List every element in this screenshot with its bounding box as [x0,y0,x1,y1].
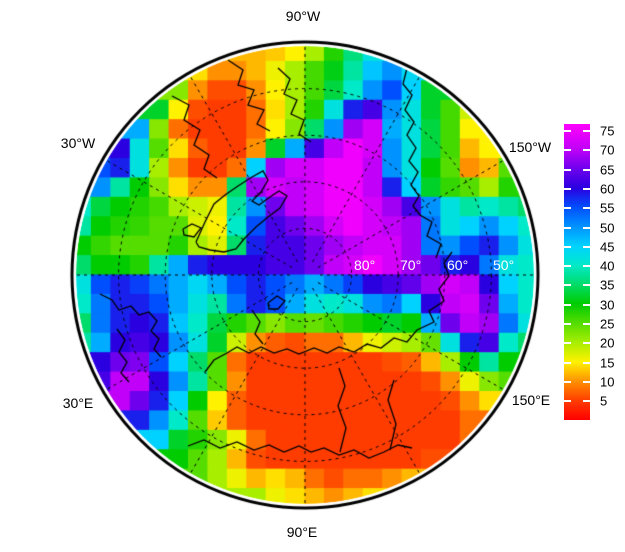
colorbar-tick [564,130,571,132]
colorbar-tick-label: 5 [600,393,608,409]
colorbar-tick-label: 45 [600,239,615,255]
colorbar-tick-label: 70 [600,142,615,158]
colorbar-tick [583,380,590,383]
colorbar-tick [583,303,590,306]
colorbar-tick [564,265,571,268]
colorbar-tick-label: 60 [600,181,615,197]
meridian-label-90e: 90°E [286,524,318,540]
meridian-label-150e: 150°E [511,392,551,408]
meridian-label-30e: 30°E [62,395,94,411]
colorbar-tick-label: 65 [600,162,615,178]
colorbar-tick-label: 30 [600,297,615,313]
colorbar-tick [583,207,590,210]
colorbar-tick [564,380,571,383]
colorbar-tick [564,400,571,403]
colorbar-tick [564,284,571,287]
meridian-label-30w: 30°W [60,135,96,151]
colorbar-tick-label: 35 [600,277,615,293]
colorbar-tick [583,342,590,345]
colorbar-tick [583,168,590,171]
colorbar-tick [564,245,571,248]
colorbar-tick-label: 50 [600,220,615,235]
colorbar-tick-label: 40 [600,258,615,274]
colorbar-tick [583,400,590,403]
latitude-label-70: 70° [400,257,422,273]
meridian-label-90w: 90°W [285,8,321,24]
latitude-label-80: 80° [354,257,376,273]
colorbar-tick [583,149,590,152]
colorbar-tick [564,361,571,364]
latitude-label-50: 50° [493,257,515,273]
colorbar [564,124,590,420]
colorbar-tick [583,323,590,325]
colorbar-tick [564,187,571,190]
colorbar-tick [564,207,571,210]
colorbar-tick-label: 20 [600,335,615,351]
latitude-label-60: 60° [447,257,469,273]
colorbar-tick [564,226,571,229]
colorbar-tick [583,187,590,190]
colorbar-tick [564,323,571,325]
colorbar-tick-label: 10 [600,374,615,390]
colorbar-tick-label: 15 [600,355,615,371]
colorbar-tick [564,303,571,306]
colorbar-tick [564,342,571,345]
colorbar-tick [583,245,590,248]
colorbar-tick-label: 75 [600,123,615,139]
colorbar-tick [583,226,590,229]
colorbar-tick [564,149,571,152]
colorbar-tick [583,361,590,364]
colorbar-tick [564,168,571,171]
colorbar-tick-label: 25 [600,316,615,332]
colorbar-tick [583,284,590,287]
colorbar-tick [583,130,590,132]
colorbar-tick-label: 55 [600,200,615,216]
meridian-label-150w: 150°W [508,139,552,155]
colorbar-tick [583,265,590,268]
